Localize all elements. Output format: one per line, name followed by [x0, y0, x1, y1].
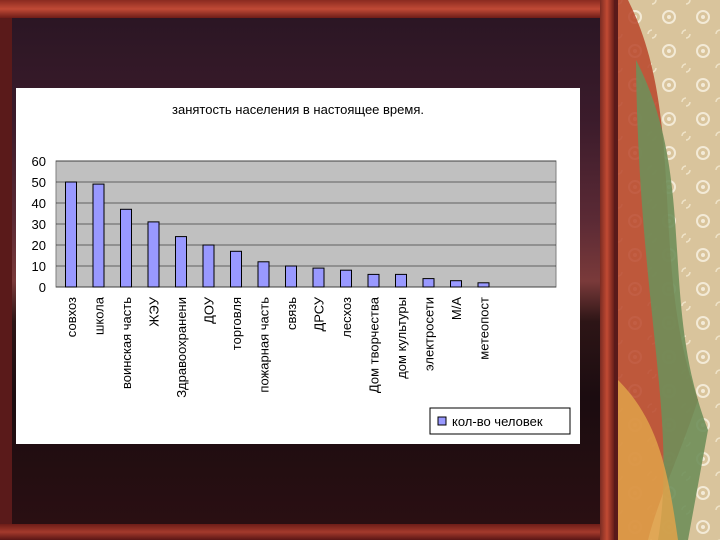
y-tick-label: 10	[32, 259, 46, 274]
y-axis-ticks: 0 10 20 30 40 50 60	[32, 154, 46, 295]
bar	[92, 183, 105, 288]
bar	[340, 269, 352, 288]
x-tick-label: метеопост	[477, 297, 492, 360]
gridlines	[56, 160, 556, 288]
bar	[230, 250, 242, 288]
y-tick-label: 30	[32, 217, 46, 232]
y-tick-label: 50	[32, 175, 46, 190]
bar	[257, 261, 270, 288]
y-tick-label: 60	[32, 154, 46, 169]
legend-box	[429, 407, 571, 435]
bar	[450, 280, 462, 288]
bar	[285, 265, 297, 288]
decorative-side-panel	[618, 0, 720, 540]
x-tick-label: ДРСУ	[312, 296, 327, 331]
bar	[395, 273, 407, 288]
bar	[202, 244, 215, 288]
bar	[120, 208, 132, 288]
legend-swatch	[437, 416, 447, 426]
x-axis-labels: совхоз школа воинская часть ЖЭУ Здравоохране…	[64, 296, 492, 398]
frame-right-border	[600, 0, 614, 540]
x-tick-label: связь	[284, 297, 299, 330]
x-tick-label: лесхоз	[339, 297, 354, 338]
x-tick-label: Дом творчества	[367, 296, 382, 393]
chart-title: занятость населения в настоящее время.	[172, 102, 424, 117]
frame-top-border	[0, 0, 614, 18]
x-tick-label: торговля	[229, 297, 244, 350]
bar-chart: занятость населения в настоящее время. 0…	[32, 102, 571, 435]
decorative-pattern	[618, 0, 720, 540]
x-tick-label: М/А	[449, 297, 464, 320]
x-tick-label: ЖЭУ	[147, 296, 162, 326]
chart-panel: занятость населения в настоящее время. 0…	[16, 88, 580, 444]
bar	[477, 282, 490, 288]
frame-bottom-border	[0, 524, 614, 540]
x-tick-label: школа	[92, 296, 107, 335]
legend-label: кол-во человек	[452, 414, 543, 429]
x-tick-label: воинская часть	[119, 297, 134, 389]
x-tick-label: пожарная часть	[257, 297, 272, 393]
x-tick-label: электросети	[422, 297, 437, 371]
y-tick-label: 40	[32, 196, 46, 211]
x-tick-label: Здравоохранени	[174, 297, 189, 398]
y-tick-label: 20	[32, 238, 46, 253]
x-tick-label: ДОУ	[202, 296, 217, 324]
y-tick-label: 0	[39, 280, 46, 295]
bars	[65, 181, 490, 288]
bar	[367, 273, 380, 288]
x-tick-label: совхоз	[64, 297, 79, 337]
bar	[422, 278, 435, 288]
bar	[175, 236, 187, 288]
bar	[65, 181, 77, 288]
legend: кол-во человек	[429, 407, 571, 435]
bar	[147, 221, 160, 288]
x-tick-label: дом культуры	[394, 297, 409, 379]
bar	[312, 267, 325, 288]
